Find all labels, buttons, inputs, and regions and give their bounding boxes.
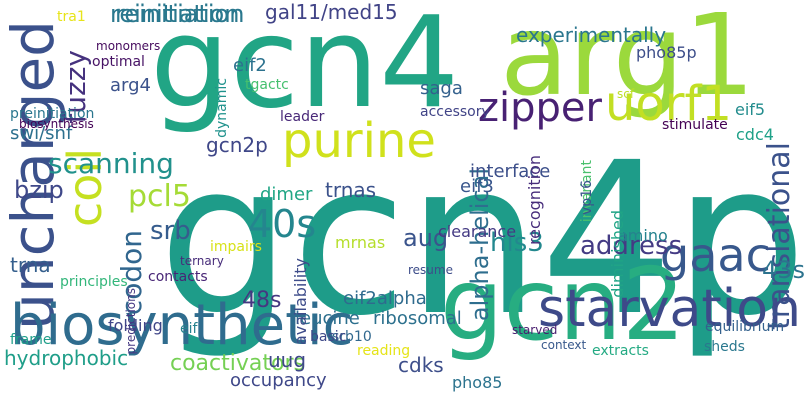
word-cloud-term: gal11/med15 xyxy=(265,0,398,24)
word-cloud-term: clearance xyxy=(438,222,517,241)
word-cloud-term: gcn4 xyxy=(150,0,460,136)
word-cloud-term: principles xyxy=(60,274,128,290)
word-cloud-term: swi/snf xyxy=(10,123,73,144)
word-cloud-term: resume xyxy=(408,263,453,277)
word-cloud-term: vp16 xyxy=(579,180,595,215)
word-cloud-term: purine xyxy=(282,113,436,169)
word-cloud-term: eif3 xyxy=(460,176,494,197)
word-cloud-term: monomers xyxy=(96,39,161,53)
word-cloud-term: address xyxy=(580,231,683,261)
word-cloud-term: mrnas xyxy=(335,233,386,252)
word-cloud-term: 43s xyxy=(762,256,806,284)
word-cloud-term: tra1 xyxy=(57,9,86,25)
word-cloud-term: eif2 xyxy=(233,55,267,76)
word-cloud-term: predictions xyxy=(124,288,138,355)
word-cloud-term: trnas xyxy=(325,178,377,202)
word-cloud-term: preinitiation xyxy=(10,106,95,122)
word-cloud-term: cdks xyxy=(398,353,444,377)
word-cloud-term: uorf1 xyxy=(605,76,732,132)
word-cloud-term: reinitiation xyxy=(110,0,240,28)
word-cloud-term: scanning xyxy=(48,147,174,180)
word-cloud-term: hydrophobic xyxy=(4,346,129,370)
word-cloud-term: coactivators xyxy=(170,351,305,376)
word-cloud-term: amino xyxy=(618,226,668,245)
word-cloud-term: reinitiation xyxy=(115,0,245,28)
word-cloud-term: arg4 xyxy=(110,75,151,96)
word-cloud-term: gcn4p xyxy=(158,117,807,362)
word-cloud-term: accessory xyxy=(420,104,490,120)
word-cloud-term: biosynthesis xyxy=(19,117,94,131)
word-cloud-term: experimentally xyxy=(516,23,667,47)
word-cloud-term: arg1 xyxy=(500,0,756,121)
word-cloud-term: basic xyxy=(310,329,347,345)
word-cloud-term: scf xyxy=(617,87,635,101)
word-cloud-term: pho85p xyxy=(636,43,697,62)
word-cloud-term: diminished xyxy=(608,210,627,298)
word-cloud-term: eif xyxy=(180,321,198,337)
word-cloud-term: availability xyxy=(291,258,310,346)
word-cloud-term: dynamic xyxy=(214,78,230,138)
word-cloud-term: dimer xyxy=(260,184,313,205)
word-cloud-term: zipper xyxy=(478,85,602,131)
word-cloud-term: gcn2 xyxy=(440,246,686,363)
word-cloud-term: 48s xyxy=(242,288,282,313)
word-cloud-term: gaac xyxy=(660,228,771,282)
word-cloud-term: interface xyxy=(470,161,551,182)
word-cloud-term: saga xyxy=(420,78,463,99)
word-cloud-term: equilibrium xyxy=(705,319,785,335)
word-cloud-term: pho85 xyxy=(452,373,503,392)
word-cloud-term: stimulate xyxy=(662,117,728,133)
word-cloud-term: reading xyxy=(357,343,411,359)
word-cloud-term: his3 xyxy=(490,228,544,258)
word-cloud-term: translational xyxy=(762,142,797,331)
word-cloud-term: eif5 xyxy=(735,100,766,119)
word-cloud-term: eif2alpha xyxy=(343,288,427,309)
word-cloud-term: uug xyxy=(268,348,307,372)
word-cloud-term: context xyxy=(541,338,587,352)
word-cloud-term: ribosomal xyxy=(373,308,462,329)
word-cloud-term: cdc4 xyxy=(736,125,774,144)
word-cloud-term: aug xyxy=(403,224,449,252)
word-cloud-term: starved xyxy=(512,323,558,337)
word-cloud-term: frame xyxy=(10,332,52,348)
word-cloud-term: biosynthetic xyxy=(10,293,354,358)
word-cloud-term: gcn2p xyxy=(206,133,268,157)
word-cloud-term: impairs xyxy=(210,239,262,255)
word-cloud-term: starvation xyxy=(538,279,801,339)
word-cloud-term: pcl5 xyxy=(128,179,191,214)
word-cloud-term: tgactc xyxy=(245,77,289,93)
word-cloud-term: ternary xyxy=(180,254,224,268)
word-cloud-term: folding xyxy=(108,316,163,335)
word-cloud-term: bzip xyxy=(14,176,64,204)
word-cloud-term: leader xyxy=(280,109,325,125)
word-cloud-term: sheds xyxy=(704,339,745,355)
word-cloud-term: extracts xyxy=(592,343,649,359)
word-cloud-term: trna xyxy=(10,253,51,277)
word-cloud-term: leucine xyxy=(295,308,360,329)
word-cloud-term: recognition xyxy=(525,155,544,246)
word-cloud-term: occupancy xyxy=(230,370,327,391)
word-cloud-term: srb10 xyxy=(332,329,372,345)
word-cloud-term: optimal xyxy=(92,54,145,70)
word-cloud-term: 40s xyxy=(248,202,317,246)
word-cloud-term: srb xyxy=(150,216,191,246)
word-cloud-term: contacts xyxy=(148,269,208,285)
